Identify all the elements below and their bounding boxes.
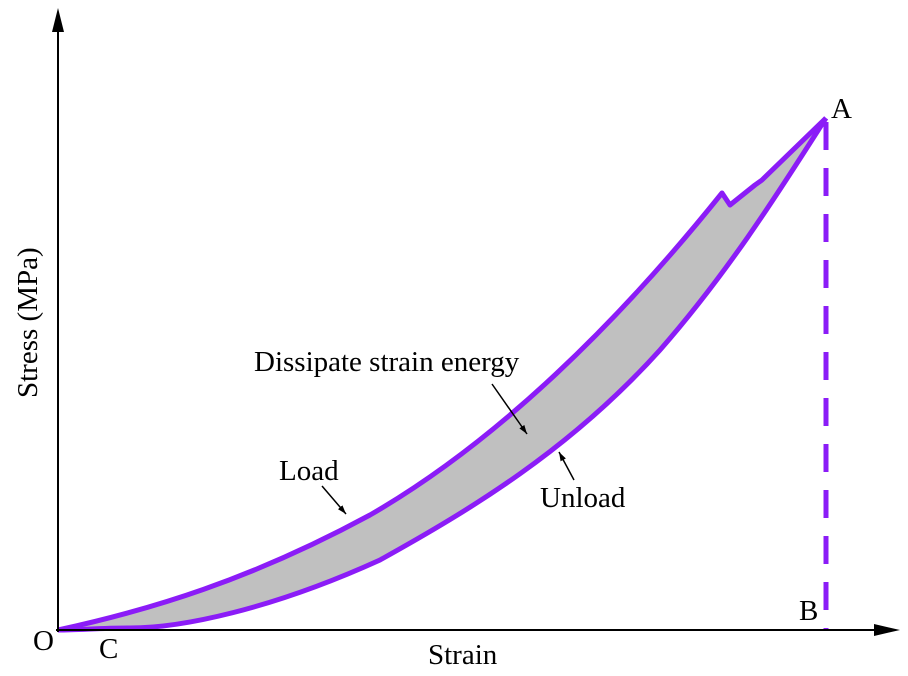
unload-label: Unload [540, 482, 626, 514]
point-label-a: A [831, 93, 852, 125]
dissipated-arrow [491, 383, 528, 435]
y-axis-arrow-icon [52, 8, 64, 32]
unload-arrow [558, 451, 575, 481]
load-label: Load [279, 455, 339, 487]
load-curve [57, 116, 828, 633]
y-axis-title: Stress (MPa) [12, 247, 44, 398]
point-label-c: C [99, 633, 118, 665]
unload-curve [57, 116, 829, 633]
x-axis-arrow-icon [874, 624, 900, 636]
load-arrow [321, 485, 347, 515]
dissipated-energy-label: Dissipate strain energy [254, 346, 520, 378]
x-axis-title: Strain [428, 639, 498, 671]
point-label-b: B [799, 595, 818, 627]
point-label-o: O [33, 625, 54, 657]
